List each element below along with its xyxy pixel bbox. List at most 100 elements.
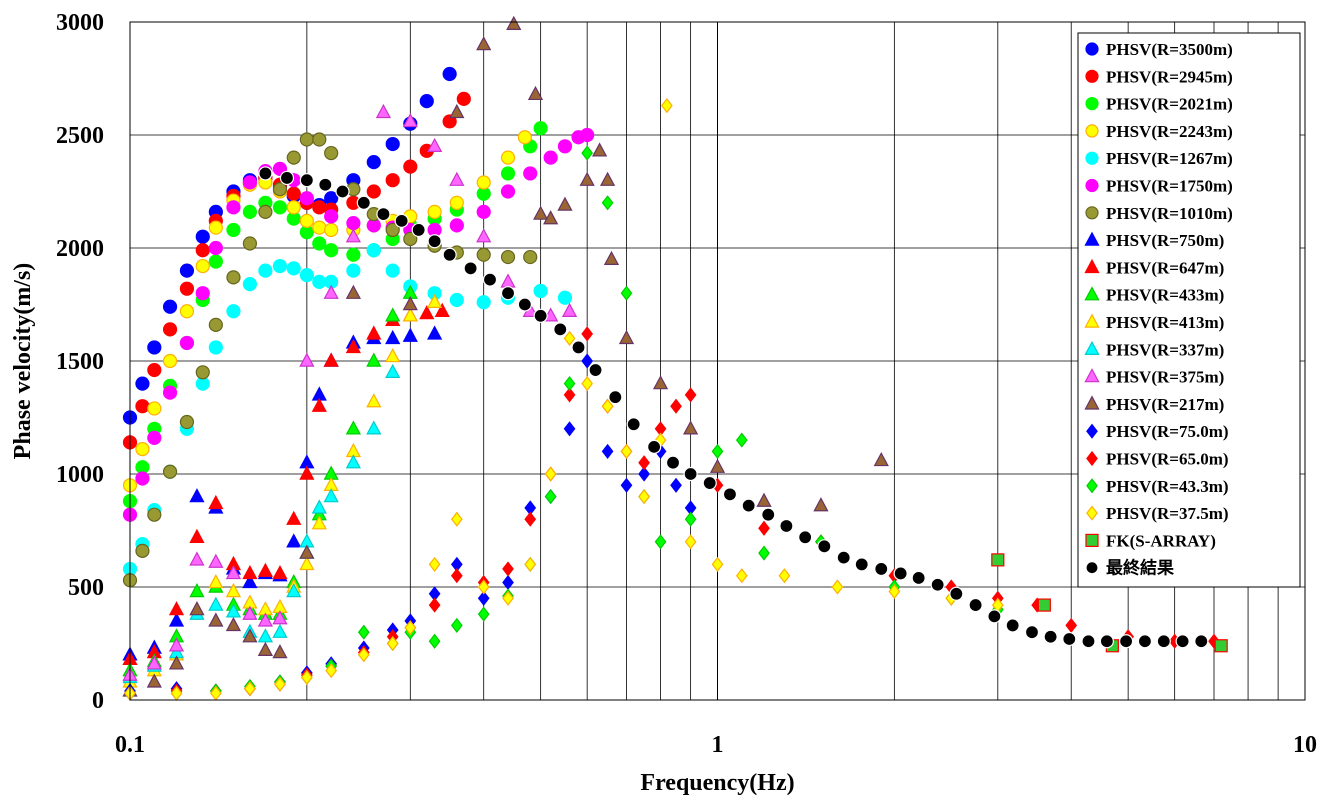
data-point xyxy=(419,93,434,109)
data-point xyxy=(476,295,491,310)
data-point xyxy=(533,308,548,323)
legend-marker xyxy=(1086,505,1098,521)
legend: PHSV(R=3500m) PHSV(R=2945m) PHSV(R=2021m) P… xyxy=(1077,32,1301,588)
data-point xyxy=(500,150,516,165)
y-tick-label: 500 xyxy=(68,575,104,601)
data-point xyxy=(506,15,522,30)
data-point xyxy=(561,302,578,317)
data-point xyxy=(366,420,382,435)
data-point xyxy=(168,655,185,670)
data-point xyxy=(544,466,557,482)
legend-label: PHSV(R=375m) xyxy=(1106,368,1224,387)
data-point xyxy=(1137,634,1153,649)
data-point xyxy=(346,247,361,262)
series-4 xyxy=(122,243,573,577)
data-point xyxy=(300,669,313,685)
data-point xyxy=(286,150,301,165)
data-point xyxy=(402,307,418,322)
data-point xyxy=(179,263,195,278)
x-tick-label: 10 xyxy=(1293,732,1317,758)
legend-marker xyxy=(1084,368,1100,383)
data-point xyxy=(638,455,650,471)
data-point xyxy=(147,507,162,522)
data-point xyxy=(242,175,258,190)
data-point xyxy=(563,330,576,346)
x-tick-labels: 0.1 1 10 xyxy=(115,732,1317,758)
data-point xyxy=(366,155,381,170)
data-point xyxy=(324,222,339,238)
data-point xyxy=(991,553,1005,567)
data-point xyxy=(208,240,223,256)
data-point xyxy=(427,293,443,308)
data-point xyxy=(608,390,623,405)
data-point xyxy=(162,322,178,337)
data-point xyxy=(449,195,464,210)
data-point xyxy=(402,112,418,128)
x-tick-label: 1 xyxy=(712,732,724,758)
legend-marker xyxy=(1085,206,1099,220)
series-13 xyxy=(122,15,889,697)
data-point xyxy=(930,577,945,592)
y-tick-label: 2000 xyxy=(56,236,104,262)
series-12 xyxy=(122,103,578,681)
data-point xyxy=(813,497,829,512)
data-point xyxy=(563,387,576,403)
data-point xyxy=(442,114,457,129)
data-point xyxy=(272,623,288,638)
legend-marker xyxy=(1086,478,1098,494)
data-point xyxy=(208,596,224,611)
data-point xyxy=(620,285,633,301)
legend-label: PHSV(R=3500m) xyxy=(1106,40,1233,59)
data-point xyxy=(376,207,391,222)
data-point xyxy=(147,401,162,416)
data-point xyxy=(592,142,608,157)
y-tick-label: 1000 xyxy=(56,462,104,488)
data-point xyxy=(394,213,409,228)
data-point xyxy=(476,247,491,262)
data-point xyxy=(735,568,748,584)
legend-marker xyxy=(1085,124,1099,138)
legend-marker xyxy=(1084,231,1100,246)
data-point xyxy=(411,222,426,238)
data-point xyxy=(312,274,327,289)
data-point xyxy=(670,398,682,414)
data-point xyxy=(449,292,464,308)
data-point xyxy=(168,601,185,616)
data-point xyxy=(195,365,210,380)
data-point xyxy=(325,663,338,679)
data-point xyxy=(208,612,224,627)
data-point xyxy=(162,385,178,400)
legend-label: PHSV(R=37.5m) xyxy=(1106,504,1229,523)
data-point xyxy=(1214,639,1228,653)
data-point xyxy=(482,272,498,287)
data-point xyxy=(323,488,339,503)
legend-label: PHSV(R=2243m) xyxy=(1106,122,1233,141)
data-point xyxy=(242,605,258,620)
data-point xyxy=(279,170,295,186)
data-point xyxy=(272,258,288,274)
data-point xyxy=(272,564,288,580)
data-point xyxy=(385,348,401,363)
data-point xyxy=(968,597,983,613)
data-point xyxy=(179,414,195,430)
data-point xyxy=(563,376,576,392)
data-point xyxy=(603,250,620,265)
data-point xyxy=(517,297,532,312)
legend-label: PHSV(R=2021m) xyxy=(1106,95,1233,114)
data-point xyxy=(477,590,490,606)
data-point xyxy=(168,612,185,627)
legend-marker xyxy=(1085,533,1099,548)
data-point xyxy=(366,393,382,408)
data-point xyxy=(299,465,315,480)
data-point xyxy=(179,281,195,296)
legend-marker xyxy=(1084,313,1100,328)
data-point xyxy=(208,317,223,332)
data-point xyxy=(684,511,697,527)
data-point xyxy=(888,583,901,600)
data-point xyxy=(135,543,150,558)
data-point xyxy=(449,171,465,186)
data-point xyxy=(357,624,370,640)
data-point xyxy=(135,442,150,457)
data-point xyxy=(311,499,327,514)
